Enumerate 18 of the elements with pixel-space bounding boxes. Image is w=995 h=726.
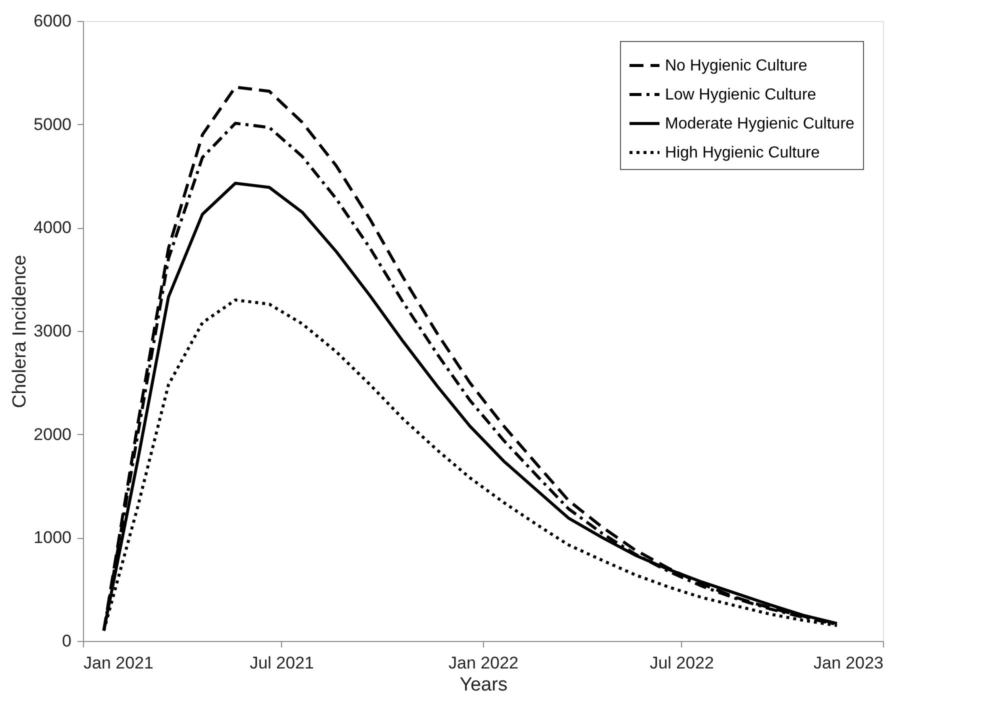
legend-label: High Hygienic Culture (665, 144, 820, 162)
x-axis-title: Years (460, 674, 508, 696)
x-tick-label: Jul 2022 (650, 654, 714, 672)
y-tick-label: 0 (62, 632, 72, 650)
y-tick-label: 6000 (34, 12, 72, 30)
x-tick-label: Jan 2022 (448, 654, 518, 672)
y-axis-title: Cholera Incidence (10, 254, 31, 408)
legend-label: Low Hygienic Culture (665, 86, 816, 104)
legend-label: No Hygienic Culture (665, 58, 808, 74)
y-tick-label: 2000 (34, 424, 72, 444)
y-tick-label: 3000 (34, 322, 72, 340)
x-tick-label: Jan 2021 (84, 654, 154, 672)
y-tick-label: 4000 (34, 218, 72, 238)
x-tick-label: Jan 2023 (814, 654, 884, 672)
x-tick-label: Jul 2021 (250, 654, 314, 672)
y-tick-label: 5000 (34, 114, 72, 134)
y-tick-label: 1000 (34, 528, 72, 548)
legend-label: Moderate Hygienic Culture (665, 116, 855, 132)
